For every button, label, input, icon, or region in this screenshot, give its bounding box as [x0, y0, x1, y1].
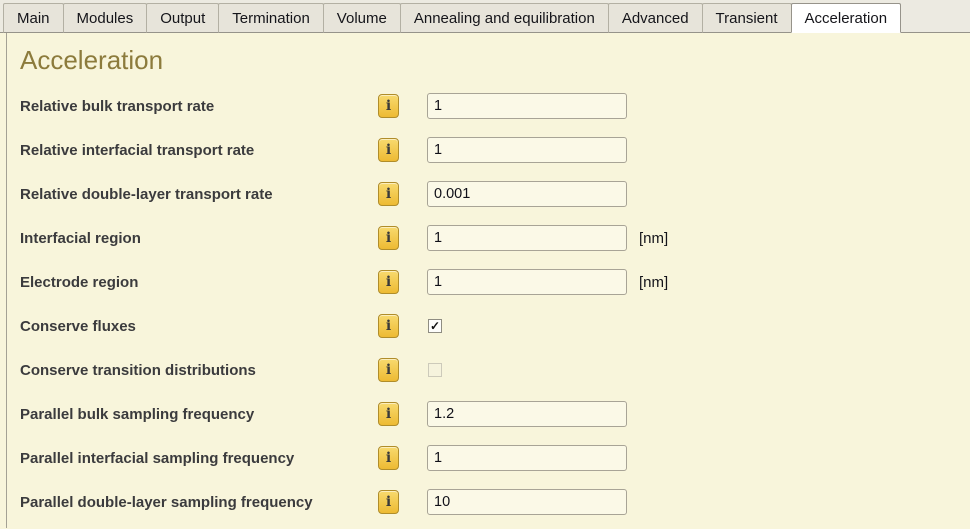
field-control — [427, 401, 970, 427]
input-relative-bulk-transport-rate[interactable] — [427, 93, 627, 119]
tab-annealing-and-equilibration[interactable]: Annealing and equilibration — [399, 3, 609, 33]
info-icon[interactable]: i — [378, 358, 399, 382]
input-relative-double-layer-transport-rate[interactable] — [427, 181, 627, 207]
input-interfacial-region[interactable] — [427, 225, 627, 251]
tab-modules[interactable]: Modules — [62, 3, 148, 33]
info-icon-glyph: i — [385, 450, 392, 466]
form-row: Relative interfacial transport rate i — [13, 128, 970, 172]
tab-label: Output — [160, 9, 206, 27]
field-label-parallel-bulk-sampling-frequency: Parallel bulk sampling frequency — [20, 405, 255, 423]
tab-label: Advanced — [621, 9, 689, 27]
info-icon[interactable]: i — [378, 138, 399, 162]
form-row: Parallel bulk sampling frequency i — [13, 392, 970, 436]
checkbox-conserve-fluxes[interactable]: ✓ — [428, 319, 442, 333]
info-icon[interactable]: i — [378, 182, 399, 206]
field-label-parallel-double-layer-sampling-frequency: Parallel double-layer sampling frequency — [20, 493, 313, 511]
info-icon[interactable]: i — [378, 490, 399, 514]
form-row: Parallel double-layer sampling frequency… — [13, 480, 970, 524]
info-icon-glyph: i — [385, 406, 392, 422]
info-icon[interactable]: i — [378, 446, 399, 470]
tab-label: Main — [17, 9, 50, 27]
field-label-conserve-transition-distributions: Conserve transition distributions — [20, 361, 256, 379]
input-parallel-double-layer-sampling-frequency[interactable] — [427, 489, 627, 515]
tab-label: Acceleration — [804, 9, 888, 27]
tab-advanced[interactable]: Advanced — [607, 3, 703, 33]
unit-label: [nm] — [639, 273, 669, 291]
input-relative-interfacial-transport-rate[interactable] — [427, 137, 627, 163]
tab-label: Annealing and equilibration — [413, 9, 595, 27]
info-icon-glyph: i — [385, 186, 392, 202]
tab-output[interactable]: Output — [146, 3, 220, 33]
checkmark-icon: ✓ — [429, 318, 441, 333]
form-row: Conserve transition distributions i — [13, 348, 970, 392]
info-icon-glyph: i — [385, 318, 392, 334]
tab-volume[interactable]: Volume — [322, 3, 401, 33]
info-icon-glyph: i — [385, 274, 392, 290]
form-row: Conserve fluxes i ✓ — [13, 304, 970, 348]
unit-label: [nm] — [639, 229, 669, 247]
tab-termination[interactable]: Termination — [218, 3, 324, 33]
form-row: Relative double-layer transport rate i — [13, 172, 970, 216]
tab-label: Volume — [336, 9, 387, 27]
info-icon-glyph: i — [385, 362, 392, 378]
form-row: Relative bulk transport rate i — [13, 84, 970, 128]
field-label-interfacial-region: Interfacial region — [20, 229, 141, 247]
info-icon[interactable]: i — [378, 94, 399, 118]
info-icon[interactable]: i — [378, 270, 399, 294]
form-row: Parallel interfacial sampling frequency … — [13, 436, 970, 480]
input-parallel-interfacial-sampling-frequency[interactable] — [427, 445, 627, 471]
field-control — [427, 489, 970, 515]
field-label-parallel-interfacial-sampling-frequency: Parallel interfacial sampling frequency — [20, 449, 295, 467]
field-label-electrode-region: Electrode region — [20, 273, 139, 291]
tab-transient[interactable]: Transient — [701, 3, 792, 33]
field-label-relative-double-layer-transport-rate: Relative double-layer transport rate — [20, 185, 273, 203]
checkbox-conserve-transition-distributions[interactable] — [428, 363, 442, 377]
tab-main[interactable]: Main — [3, 3, 64, 33]
tab-bar: Main Modules Output Termination Volume A… — [0, 0, 970, 33]
tab-label: Modules — [76, 9, 134, 27]
info-icon-glyph: i — [385, 142, 392, 158]
field-label-relative-interfacial-transport-rate: Relative interfacial transport rate — [20, 141, 255, 159]
info-icon-glyph: i — [385, 494, 392, 510]
info-icon[interactable]: i — [378, 314, 399, 338]
info-icon[interactable]: i — [378, 226, 399, 250]
form-row: Electrode region i [nm] — [13, 260, 970, 304]
tab-acceleration[interactable]: Acceleration — [790, 3, 902, 33]
info-icon[interactable]: i — [378, 402, 399, 426]
info-icon-glyph: i — [385, 98, 392, 114]
input-parallel-bulk-sampling-frequency[interactable] — [427, 401, 627, 427]
field-control — [427, 137, 970, 163]
field-label-relative-bulk-transport-rate: Relative bulk transport rate — [20, 97, 215, 115]
field-control: [nm] — [427, 225, 970, 251]
field-control: ✓ — [427, 319, 970, 333]
field-control — [427, 181, 970, 207]
field-control: [nm] — [427, 269, 970, 295]
input-electrode-region[interactable] — [427, 269, 627, 295]
field-control — [427, 363, 970, 377]
form-row: Interfacial region i [nm] — [13, 216, 970, 260]
field-label-conserve-fluxes: Conserve fluxes — [20, 317, 136, 335]
info-icon-glyph: i — [385, 230, 392, 246]
form-rows: Relative bulk transport rate i Relative … — [13, 84, 970, 524]
field-control — [427, 445, 970, 471]
tab-label: Termination — [232, 9, 310, 27]
acceleration-panel: Acceleration Relative bulk transport rat… — [6, 33, 970, 528]
tab-label: Transient — [715, 9, 778, 27]
page-title: Acceleration — [20, 45, 164, 75]
field-control — [427, 93, 970, 119]
